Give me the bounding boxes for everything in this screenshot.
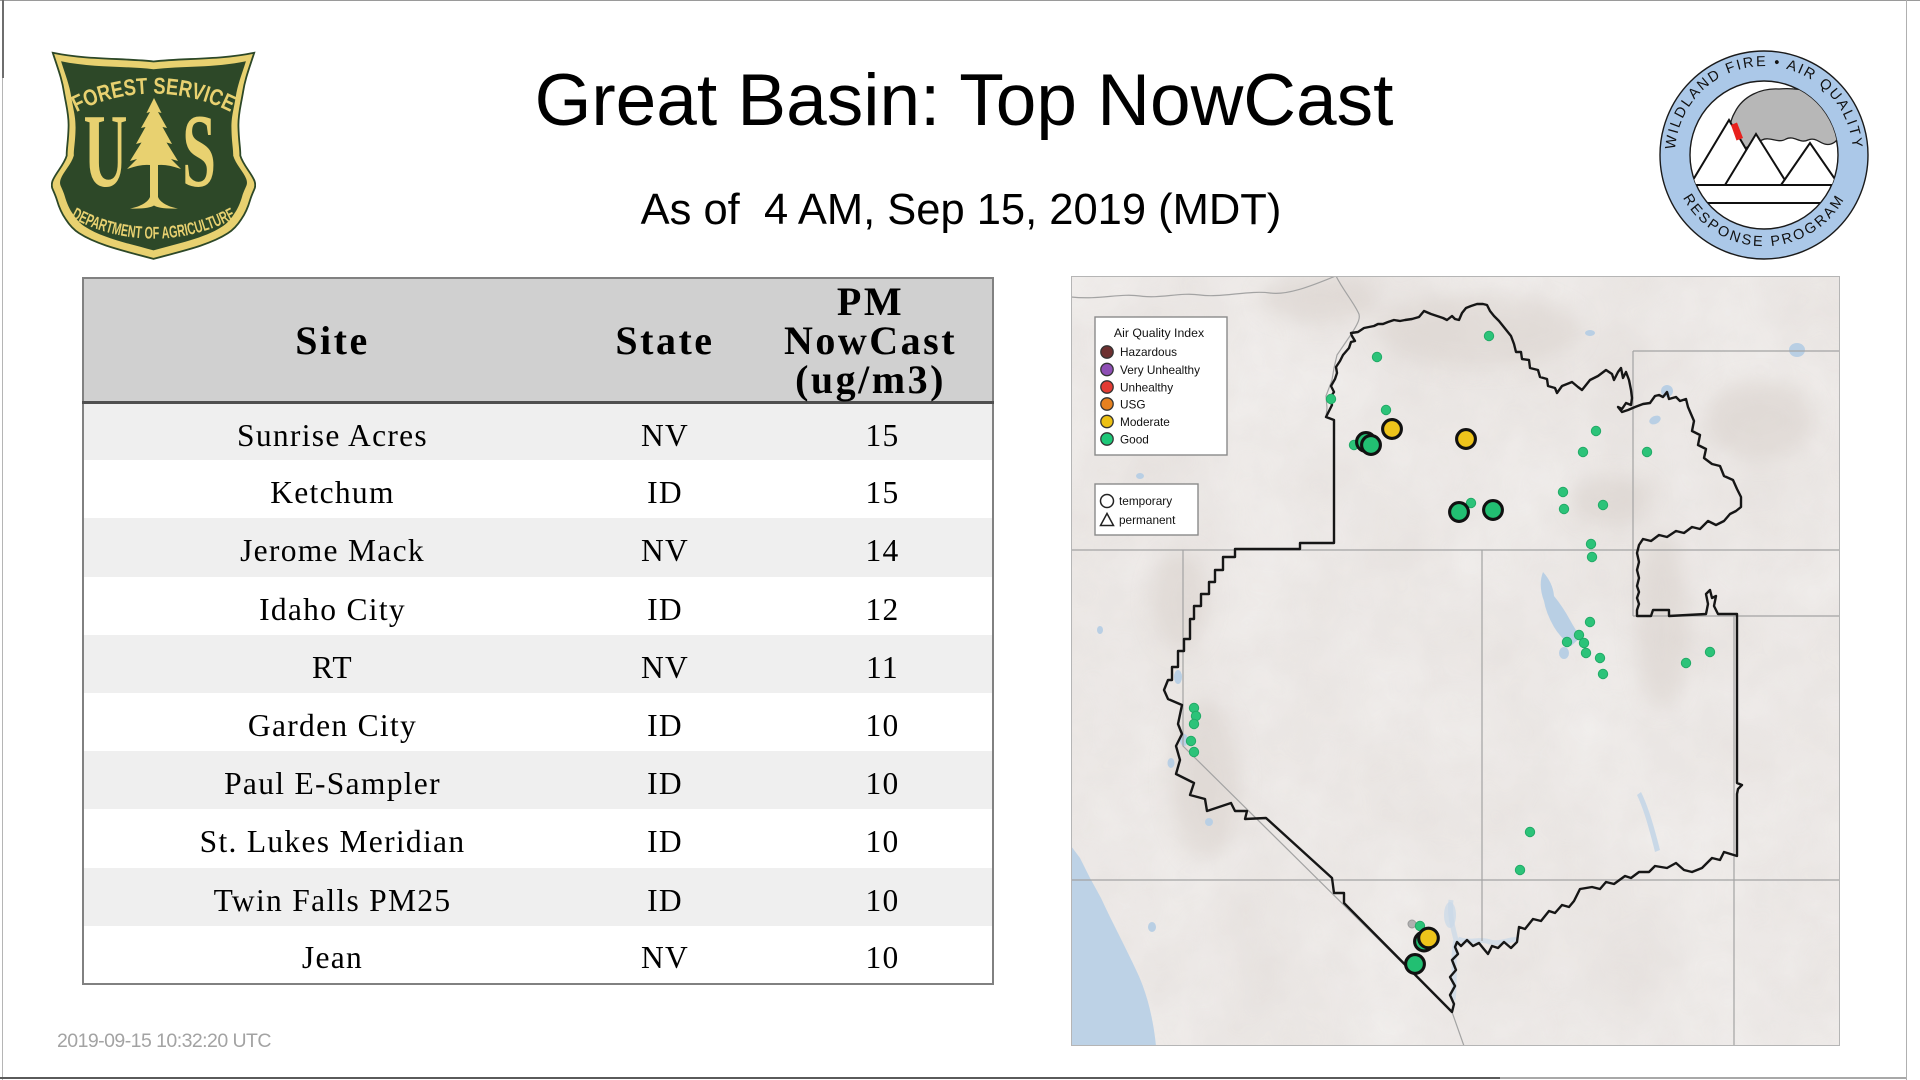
svg-text:USG: USG [1120, 398, 1146, 412]
svg-text:Unhealthy: Unhealthy [1120, 381, 1173, 395]
svg-text:Very Unhealthy: Very Unhealthy [1120, 363, 1200, 377]
svg-text:Air Quality Index: Air Quality Index [1114, 326, 1205, 340]
svg-text:Good: Good [1120, 433, 1149, 447]
svg-text:U: U [84, 93, 128, 209]
svg-text:Moderate: Moderate [1120, 415, 1170, 429]
svg-text:temporary: temporary [1119, 494, 1172, 508]
svg-text:permanent: permanent [1119, 513, 1176, 527]
svg-text:S: S [182, 93, 216, 209]
svg-text:Hazardous: Hazardous [1120, 345, 1177, 359]
